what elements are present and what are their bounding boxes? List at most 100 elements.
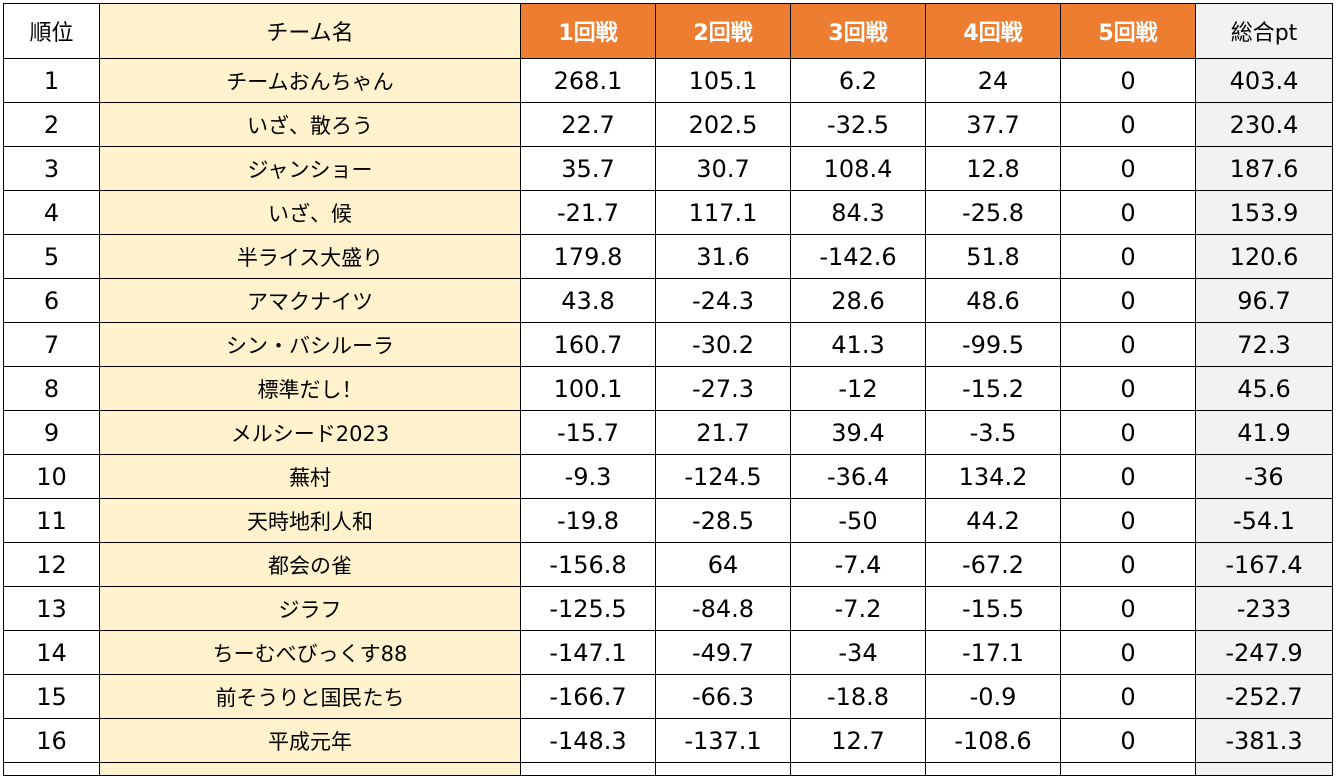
round-2-score-cell[interactable]: 202.5 [655,102,791,147]
round-2-score-cell[interactable]: -66.3 [655,674,791,719]
round-3-score-cell[interactable]: 84.3 [790,190,926,235]
round-4-score-cell[interactable]: 134.2 [925,454,1061,499]
total-pt-cell[interactable]: 41.9 [1195,410,1333,455]
total-pt-cell[interactable]: -54.1 [1195,498,1333,543]
round-3-score-cell[interactable]: -142.6 [790,234,926,279]
team-name-cell[interactable]: 前そうりと国民たち [99,674,521,719]
empty-cell[interactable] [655,762,791,776]
round-3-score-cell[interactable]: -18.8 [790,674,926,719]
round-4-score-cell[interactable]: -17.1 [925,630,1061,675]
round-1-score-cell[interactable]: -125.5 [520,586,656,631]
round-5-score-cell[interactable]: 0 [1060,674,1196,719]
round-5-score-cell[interactable]: 0 [1060,410,1196,455]
total-pt-cell[interactable]: 153.9 [1195,190,1333,235]
total-pt-cell[interactable]: -247.9 [1195,630,1333,675]
round-4-score-cell[interactable]: -0.9 [925,674,1061,719]
round-2-score-cell[interactable]: 30.7 [655,146,791,191]
team-name-cell[interactable]: 平成元年 [99,718,521,763]
round-1-score-cell[interactable]: -147.1 [520,630,656,675]
empty-cell[interactable] [1195,762,1333,776]
rank-cell[interactable]: 11 [3,498,100,543]
rank-cell[interactable]: 16 [3,718,100,763]
rank-cell[interactable]: 1 [3,58,100,103]
team-name-cell[interactable]: いざ、候 [99,190,521,235]
round-3-score-cell[interactable]: 39.4 [790,410,926,455]
round-5-score-cell[interactable]: 0 [1060,102,1196,147]
team-name-cell[interactable]: ジャンショー [99,146,521,191]
team-name-cell[interactable]: シン・バシルーラ [99,322,521,367]
team-name-cell[interactable]: 天時地利人和 [99,498,521,543]
team-name-cell[interactable]: 蕪村 [99,454,521,499]
round-3-score-cell[interactable]: 28.6 [790,278,926,323]
round-1-score-cell[interactable]: 43.8 [520,278,656,323]
round-3-score-cell[interactable]: -34 [790,630,926,675]
round-3-score-cell[interactable]: -12 [790,366,926,411]
rank-cell[interactable]: 2 [3,102,100,147]
rank-cell[interactable]: 12 [3,542,100,587]
round-2-score-cell[interactable]: 31.6 [655,234,791,279]
empty-cell[interactable] [1060,762,1196,776]
round-2-score-cell[interactable]: 105.1 [655,58,791,103]
round-1-score-cell[interactable]: -148.3 [520,718,656,763]
round-5-score-cell[interactable]: 0 [1060,58,1196,103]
round-2-score-cell[interactable]: -27.3 [655,366,791,411]
round-1-score-cell[interactable]: 160.7 [520,322,656,367]
round-2-score-cell[interactable]: -49.7 [655,630,791,675]
rank-cell[interactable]: 4 [3,190,100,235]
team-name-cell[interactable]: 標準だし！ [99,366,521,411]
empty-cell[interactable] [520,762,656,776]
round-3-score-cell[interactable]: -32.5 [790,102,926,147]
header-rank[interactable]: 順位 [3,3,100,59]
rank-cell[interactable]: 14 [3,630,100,675]
round-5-score-cell[interactable]: 0 [1060,234,1196,279]
round-5-score-cell[interactable]: 0 [1060,630,1196,675]
round-5-score-cell[interactable]: 0 [1060,366,1196,411]
round-3-score-cell[interactable]: 6.2 [790,58,926,103]
empty-cell[interactable] [99,762,521,776]
total-pt-cell[interactable]: -36 [1195,454,1333,499]
total-pt-cell[interactable]: 403.4 [1195,58,1333,103]
round-1-score-cell[interactable]: -166.7 [520,674,656,719]
rank-cell[interactable]: 10 [3,454,100,499]
empty-cell[interactable] [3,762,100,776]
header-round-4[interactable]: 4回戦 [925,3,1061,59]
header-round-3[interactable]: 3回戦 [790,3,926,59]
team-name-cell[interactable]: ジラフ [99,586,521,631]
rank-cell[interactable]: 8 [3,366,100,411]
round-3-score-cell[interactable]: -7.4 [790,542,926,587]
round-4-score-cell[interactable]: 12.8 [925,146,1061,191]
round-5-score-cell[interactable]: 0 [1060,542,1196,587]
round-2-score-cell[interactable]: 21.7 [655,410,791,455]
team-name-cell[interactable]: チームおんちゃん [99,58,521,103]
round-5-score-cell[interactable]: 0 [1060,278,1196,323]
round-2-score-cell[interactable]: -28.5 [655,498,791,543]
team-name-cell[interactable]: メルシード2023 [99,410,521,455]
round-1-score-cell[interactable]: -19.8 [520,498,656,543]
header-round-5[interactable]: 5回戦 [1060,3,1196,59]
round-2-score-cell[interactable]: -137.1 [655,718,791,763]
round-1-score-cell[interactable]: 179.8 [520,234,656,279]
total-pt-cell[interactable]: -167.4 [1195,542,1333,587]
round-1-score-cell[interactable]: -9.3 [520,454,656,499]
round-4-score-cell[interactable]: -25.8 [925,190,1061,235]
round-4-score-cell[interactable]: -108.6 [925,718,1061,763]
round-4-score-cell[interactable]: -3.5 [925,410,1061,455]
round-4-score-cell[interactable]: 37.7 [925,102,1061,147]
total-pt-cell[interactable]: 120.6 [1195,234,1333,279]
rank-cell[interactable]: 5 [3,234,100,279]
header-round-1[interactable]: 1回戦 [520,3,656,59]
round-3-score-cell[interactable]: 108.4 [790,146,926,191]
round-5-score-cell[interactable]: 0 [1060,190,1196,235]
round-4-score-cell[interactable]: -99.5 [925,322,1061,367]
round-1-score-cell[interactable]: 100.1 [520,366,656,411]
round-4-score-cell[interactable]: 51.8 [925,234,1061,279]
rank-cell[interactable]: 3 [3,146,100,191]
round-5-score-cell[interactable]: 0 [1060,322,1196,367]
round-4-score-cell[interactable]: -67.2 [925,542,1061,587]
round-2-score-cell[interactable]: -84.8 [655,586,791,631]
round-1-score-cell[interactable]: 35.7 [520,146,656,191]
round-1-score-cell[interactable]: -156.8 [520,542,656,587]
rank-cell[interactable]: 13 [3,586,100,631]
total-pt-cell[interactable]: -381.3 [1195,718,1333,763]
round-3-score-cell[interactable]: -7.2 [790,586,926,631]
